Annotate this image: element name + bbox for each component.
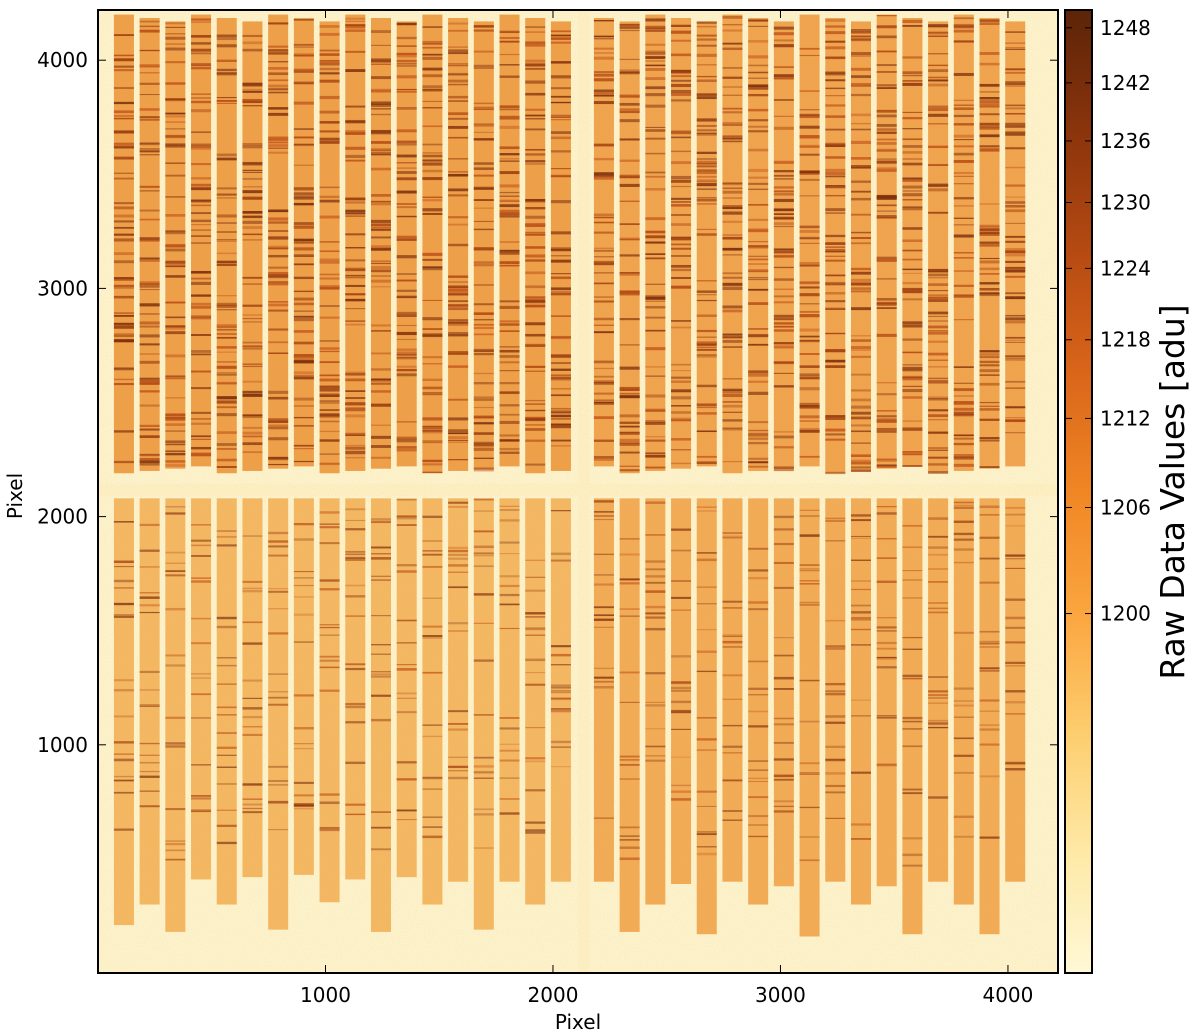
colorbar-tick-label: 1236 <box>1100 129 1151 153</box>
x-tick-label: 4000 <box>982 983 1033 1007</box>
colorbar-tick-label: 1206 <box>1100 496 1151 520</box>
colorbar: 1200 1206 1212 1218 1224 1230 1236 1242 1248 <box>1064 9 1151 974</box>
colorbar-ticks: 1200 1206 1212 1218 1224 1230 1236 1242 1248 <box>1065 16 1151 626</box>
x-tick-label: 3000 <box>755 983 806 1007</box>
colorbar-scale <box>1064 9 1093 974</box>
colorbar-tick-label: 1230 <box>1100 190 1151 214</box>
y-tick-label: 1000 <box>37 733 88 757</box>
y-tick-label: 3000 <box>37 276 88 300</box>
colorbar-tick-label: 1248 <box>1100 16 1151 40</box>
colorbar-tick-label: 1224 <box>1100 256 1151 280</box>
colorbar-tick-label: 1218 <box>1100 328 1151 352</box>
x-tick-label: 2000 <box>528 983 579 1007</box>
plot-frame <box>97 9 1059 974</box>
detector-image <box>98 10 1058 973</box>
x-tick-label: 1000 <box>300 983 351 1007</box>
image-noise <box>98 10 1058 973</box>
colorbar-tick-label: 1212 <box>1100 406 1151 430</box>
x-axis: 1000 2000 3000 4000 <box>300 10 1033 1007</box>
y-axis: 1000 2000 3000 4000 <box>37 48 1058 757</box>
colorbar-tick-label: 1242 <box>1100 71 1151 95</box>
y-axis-label: Pixel <box>3 473 27 519</box>
colorbar-tick-label: 1200 <box>1100 602 1151 626</box>
colorbar-label: Raw Data Values [adu] <box>1153 304 1192 679</box>
y-tick-label: 4000 <box>37 48 88 72</box>
y-tick-label: 2000 <box>37 505 88 529</box>
x-axis-label: Pixel <box>555 1010 601 1034</box>
